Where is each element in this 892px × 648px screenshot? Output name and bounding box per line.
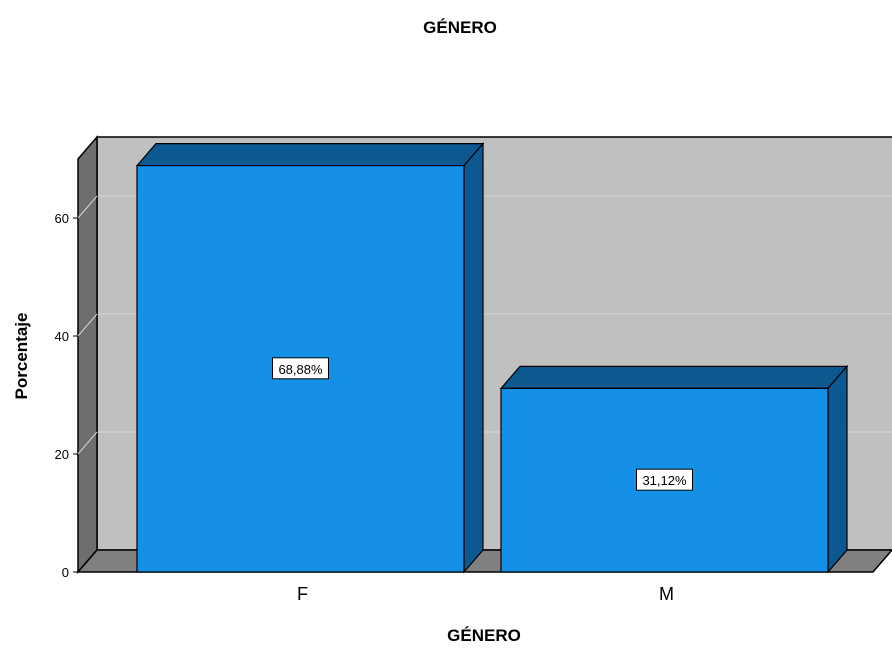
wall-gridline: [77, 431, 98, 455]
bar-side: [827, 364, 848, 574]
x-tick-label: F: [297, 584, 308, 604]
data-label-box: [272, 357, 329, 380]
y-axis-title: Porcentaje: [12, 312, 31, 400]
wall-gridline: [77, 195, 98, 219]
bar-top: [135, 143, 485, 167]
x-axis-title: GÉNERO: [447, 626, 521, 645]
data-label: 68,88%: [278, 362, 323, 377]
left-wall: [77, 134, 98, 575]
bar-side: [463, 141, 484, 574]
y-tick-label: 60: [55, 211, 69, 226]
wall-gridline: [77, 313, 98, 337]
y-tick-label: 40: [55, 329, 69, 344]
y-tick-label: 20: [55, 447, 69, 462]
chart-title: GÉNERO: [423, 18, 497, 37]
data-label: 31,12%: [642, 473, 687, 488]
y-tick-label: 0: [62, 565, 69, 580]
data-label-box: [636, 468, 693, 491]
x-tick-label: M: [659, 584, 674, 604]
bar-top: [499, 365, 849, 389]
